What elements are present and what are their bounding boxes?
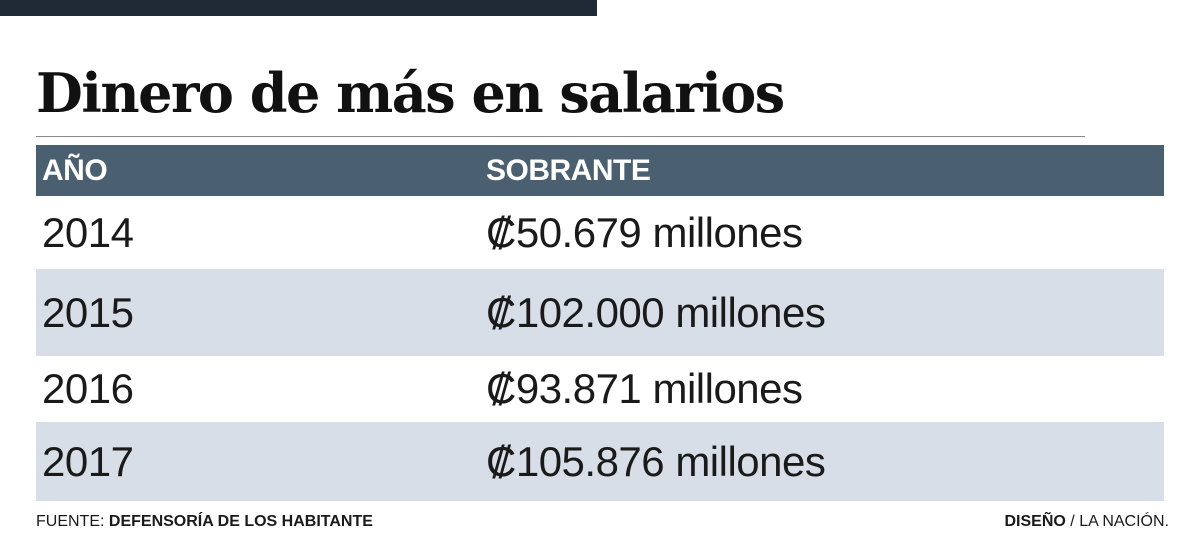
year-cell: 2017: [36, 422, 480, 501]
table-row: 2015 ₡102.000 millones: [36, 269, 1164, 356]
header-year: AÑO: [36, 145, 480, 196]
chart-title: Dinero de más en salarios: [36, 61, 785, 125]
year-cell: 2014: [36, 196, 480, 269]
data-table: AÑO SOBRANTE 2014 ₡50.679 millones 2015 …: [36, 145, 1164, 501]
source-value: DEFENSORÍA DE LOS HABITANTE: [108, 513, 373, 530]
surplus-cell: ₡50.679 millones: [480, 196, 1164, 269]
table-row: 2016 ₡93.871 millones: [36, 356, 1164, 422]
table-row: 2017 ₡105.876 millones: [36, 422, 1164, 501]
table-header-row: AÑO SOBRANTE: [36, 145, 1164, 196]
credit-label: DISEÑO: [1004, 513, 1066, 530]
title-divider: [36, 136, 1085, 137]
year-cell: 2015: [36, 269, 480, 356]
design-credit: DISEÑO / LA NACIÓN.: [1005, 513, 1170, 531]
surplus-cell: ₡102.000 millones: [480, 269, 1164, 356]
table-row: 2014 ₡50.679 millones: [36, 196, 1164, 269]
surplus-cell: ₡93.871 millones: [480, 356, 1164, 422]
surplus-cell: ₡105.876 millones: [480, 422, 1164, 501]
source-note: FUENTE: DEFENSORÍA DE LOS HABITANTE: [36, 513, 373, 531]
header-surplus: SOBRANTE: [480, 145, 1164, 196]
credit-value: / LA NACIÓN.: [1070, 513, 1169, 530]
top-accent-bar: [0, 0, 597, 16]
footer: FUENTE: DEFENSORÍA DE LOS HABITANTE DISE…: [36, 513, 1169, 533]
source-label: FUENTE:: [36, 513, 105, 530]
year-cell: 2016: [36, 356, 480, 422]
